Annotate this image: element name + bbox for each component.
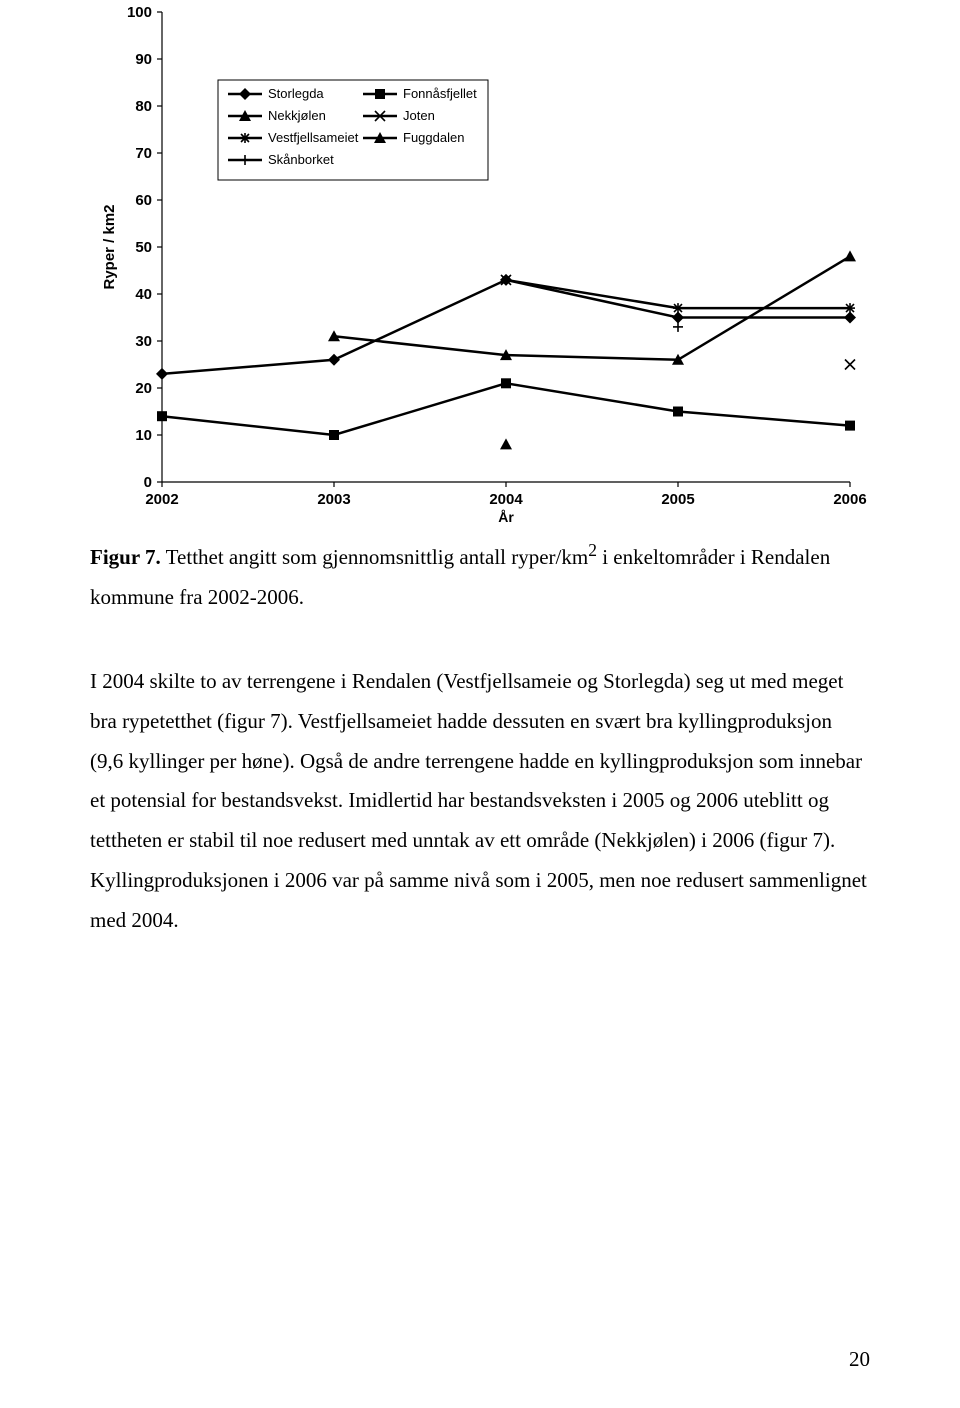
svg-text:Vestfjellsameiet: Vestfjellsameiet	[268, 130, 359, 145]
svg-text:90: 90	[135, 51, 152, 68]
chart-container: 0 10 20 30 40 50 60 70 80 90 100 2002 2003 2004 2005 20…	[90, 0, 870, 530]
page-number: 20	[849, 1347, 870, 1372]
figure-label: Figur 7.	[90, 545, 161, 569]
svg-text:Nekkjølen: Nekkjølen	[268, 108, 326, 123]
svg-text:2005: 2005	[661, 491, 694, 508]
svg-text:Fuggdalen: Fuggdalen	[403, 130, 464, 145]
svg-text:30: 30	[135, 333, 152, 350]
svg-text:2002: 2002	[145, 491, 178, 508]
svg-text:Joten: Joten	[403, 108, 435, 123]
svg-text:10: 10	[135, 427, 152, 444]
svg-text:Ryper / km2: Ryper / km2	[101, 204, 118, 289]
svg-text:2003: 2003	[317, 491, 350, 508]
svg-text:60: 60	[135, 192, 152, 209]
svg-text:20: 20	[135, 380, 152, 397]
svg-text:Skånborket: Skånborket	[268, 152, 334, 167]
svg-text:Fonnåsfjellet: Fonnåsfjellet	[403, 86, 477, 101]
figure-caption: Figur 7. Tetthet angitt som gjennomsnitt…	[90, 534, 870, 618]
svg-text:2004: 2004	[489, 491, 523, 508]
svg-text:50: 50	[135, 239, 152, 256]
svg-text:Storlegda: Storlegda	[268, 86, 324, 101]
body-paragraph: I 2004 skilte to av terrengene i Rendale…	[90, 662, 870, 941]
line-chart: 0 10 20 30 40 50 60 70 80 90 100 2002 2003 2004 2005 20…	[90, 0, 870, 530]
svg-text:2006: 2006	[833, 491, 866, 508]
figure-caption-text: Tetthet angitt som gjennomsnittlig antal…	[90, 545, 830, 609]
svg-text:80: 80	[135, 98, 152, 115]
svg-text:0: 0	[144, 474, 152, 491]
svg-text:70: 70	[135, 145, 152, 162]
svg-text:År: År	[498, 509, 514, 525]
svg-text:40: 40	[135, 286, 152, 303]
svg-text:100: 100	[127, 4, 152, 21]
